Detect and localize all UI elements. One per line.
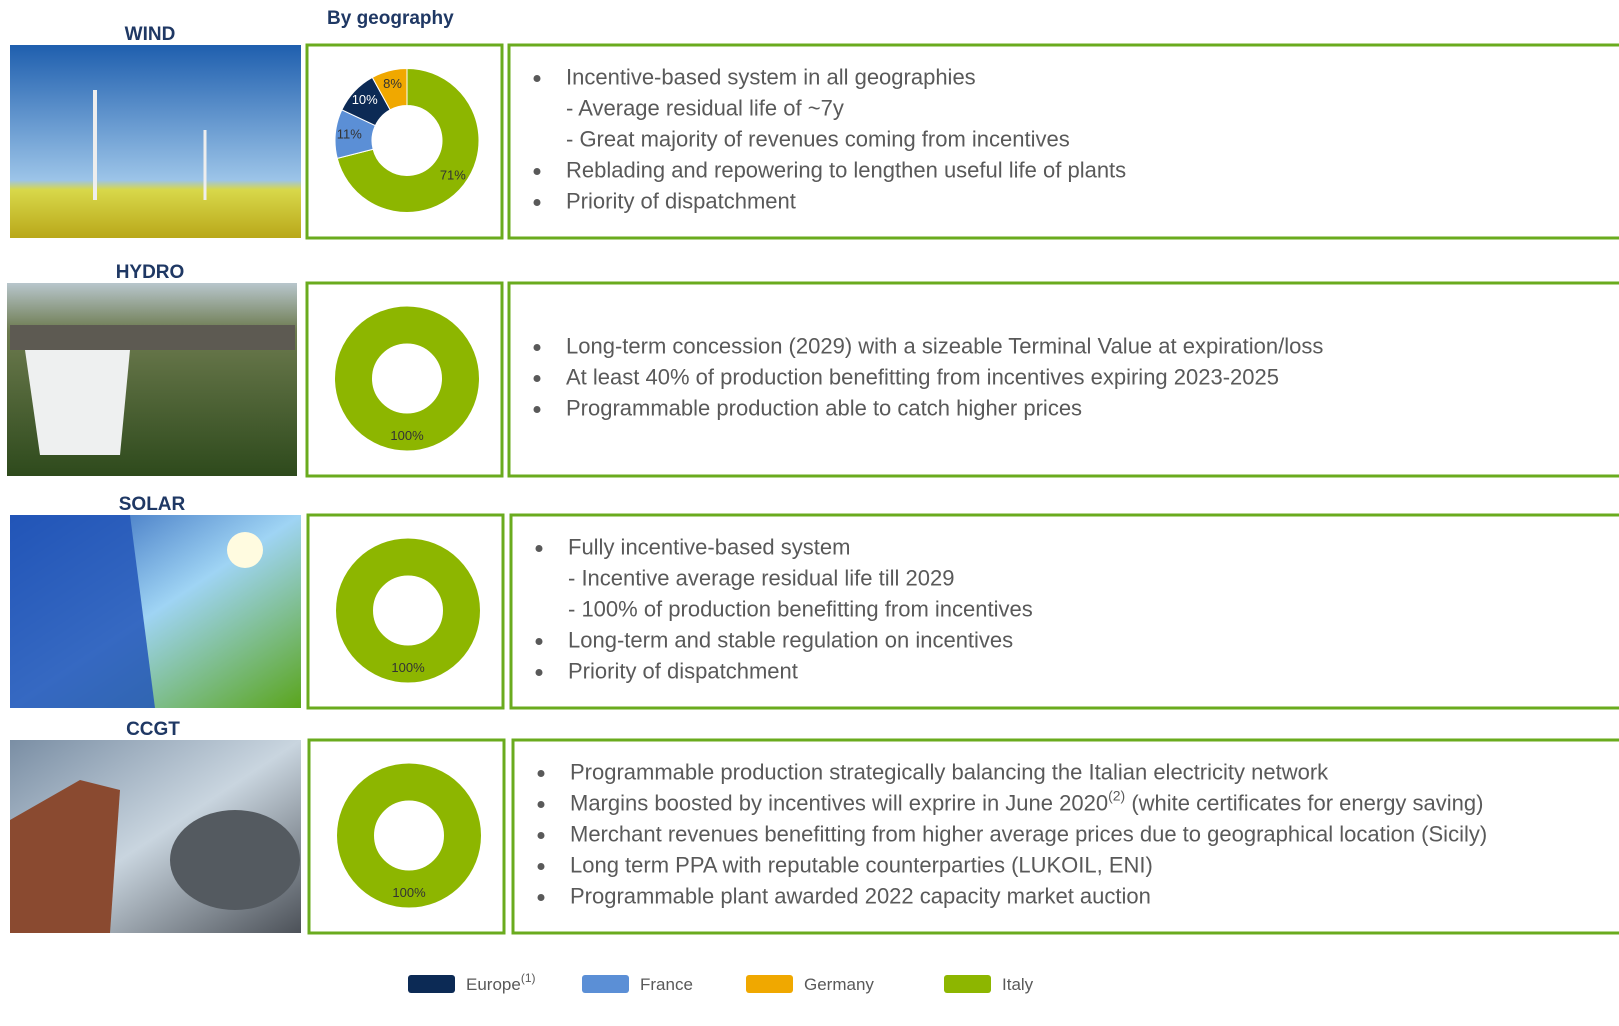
bullet-dot: [535, 669, 543, 676]
sub-bullet: - 100% of production benefitting from in…: [568, 596, 1033, 621]
bullet-dot: [535, 638, 543, 645]
legend-label: Europe(1): [466, 971, 536, 994]
legend-swatch: [746, 975, 793, 993]
text-box: [511, 738, 1619, 935]
subtitle: By geography: [327, 8, 454, 29]
bullet-text: Programmable plant awarded 2022 capacity…: [570, 883, 1151, 908]
bullet-dot: [537, 801, 545, 808]
sub-bullet: - Incentive average residual life till 2…: [568, 565, 954, 590]
legend-swatch: [944, 975, 991, 993]
sun: [227, 532, 263, 568]
bullet-text: Long-term and stable regulation on incen…: [568, 627, 1013, 652]
slice-label: 71%: [440, 167, 466, 182]
section-label: SOLAR: [119, 494, 186, 515]
bullet-main: Programmable production strategically ba…: [570, 759, 1329, 784]
bullet-dot: [533, 406, 541, 413]
slice-label: 100%: [390, 428, 424, 443]
bullet-main: At least 40% of production benefitting f…: [566, 364, 1279, 389]
sub-bullet: - Great majority of revenues coming from…: [566, 126, 1070, 151]
bullet-main: Long-term and stable regulation on incen…: [568, 627, 1013, 652]
bullet-text: Long term PPA with reputable counterpart…: [570, 852, 1153, 877]
legend-label: France: [640, 975, 693, 994]
bullet-main: Programmable production able to catch hi…: [566, 395, 1082, 420]
bullet-main: Reblading and repowering to lengthen use…: [566, 157, 1126, 182]
slice-label: 100%: [392, 885, 426, 900]
bullet-main: Fully incentive-based system: [568, 534, 850, 559]
legend-swatch: [582, 975, 629, 993]
donut-slice: [337, 763, 481, 908]
photos: [7, 45, 301, 933]
bullet-main: Long term PPA with reputable counterpart…: [570, 852, 1153, 877]
section-label: WIND: [125, 24, 176, 45]
bullet-text: Priority of dispatchment: [568, 658, 798, 683]
bullet-main: Programmable plant awarded 2022 capacity…: [570, 883, 1151, 908]
bullet-text: Programmable production strategically ba…: [570, 759, 1329, 784]
bullet-dot: [535, 545, 543, 552]
bullet-text: At least 40% of production benefitting f…: [566, 364, 1279, 389]
bullet-rest: (white certificates for energy saving): [1125, 790, 1483, 815]
bullet-dot: [537, 894, 545, 901]
legend-note: (1): [521, 971, 536, 985]
slice-label: 100%: [391, 660, 425, 675]
bullet-text: Fully incentive-based system: [568, 534, 850, 559]
chart-box: [305, 43, 504, 240]
text-box: [507, 43, 1619, 240]
bullet-text: Programmable production able to catch hi…: [566, 395, 1082, 420]
donut-slice: [335, 306, 479, 451]
tank: [170, 810, 300, 910]
legend-label: Italy: [1002, 975, 1034, 994]
donut-slice: [336, 67, 480, 213]
bullet-text: Priority of dispatchment: [566, 188, 796, 213]
bullet-dot: [537, 832, 545, 839]
legend-name: Italy: [1002, 975, 1034, 994]
legend-label: Germany: [804, 975, 874, 994]
bullet-text: Reblading and repowering to lengthen use…: [566, 157, 1126, 182]
bullet-main: Priority of dispatchment: [566, 188, 796, 213]
bullet-main: Margins boosted by incentives will expri…: [570, 790, 1108, 815]
sub-bullet: - Average residual life of ~7y: [566, 95, 844, 120]
text-box: [507, 281, 1619, 478]
bullet-text: Margins boosted by incentives will expri…: [570, 787, 1483, 815]
slice-label: 11%: [337, 126, 362, 141]
waterfall: [25, 350, 130, 455]
superscript: (2): [1108, 787, 1125, 803]
section-label: HYDRO: [116, 262, 185, 283]
bullet-dot: [533, 168, 541, 175]
bullet-dot: [533, 199, 541, 206]
bullet-main: Incentive-based system in all geographie…: [566, 64, 976, 89]
wind-photo: [10, 45, 301, 238]
section-label: CCGT: [126, 719, 180, 740]
legend-name: France: [640, 975, 693, 994]
bullet-text: Long-term concession (2029) with a sizea…: [566, 333, 1323, 358]
legend-swatch: [408, 975, 455, 993]
chart-box: [305, 281, 504, 478]
bullet-main: Priority of dispatchment: [568, 658, 798, 683]
slice-label: 8%: [383, 76, 402, 91]
bullet-text: Incentive-based system in all geographie…: [566, 64, 976, 89]
slice-label: 10%: [352, 92, 378, 107]
bullet-dot: [533, 344, 541, 351]
donut-slice: [336, 538, 480, 683]
panels: [10, 515, 155, 708]
bullet-dot: [533, 375, 541, 382]
chart-box: [306, 513, 505, 710]
bullet-dot: [537, 863, 545, 870]
bullet-dot: [533, 75, 541, 82]
donut-slice: [371, 67, 408, 111]
chart-box: [307, 738, 506, 935]
bullet-main: Merchant revenues benefitting from highe…: [570, 821, 1487, 846]
dam-wall: [10, 325, 295, 350]
bullet-dot: [537, 770, 545, 777]
bullet-main: Long-term concession (2029) with a sizea…: [566, 333, 1323, 358]
legend-name: Europe: [466, 975, 521, 994]
text-box: [509, 513, 1619, 710]
bullet-text: Merchant revenues benefitting from highe…: [570, 821, 1487, 846]
legend-name: Germany: [804, 975, 874, 994]
tower: [10, 780, 120, 933]
